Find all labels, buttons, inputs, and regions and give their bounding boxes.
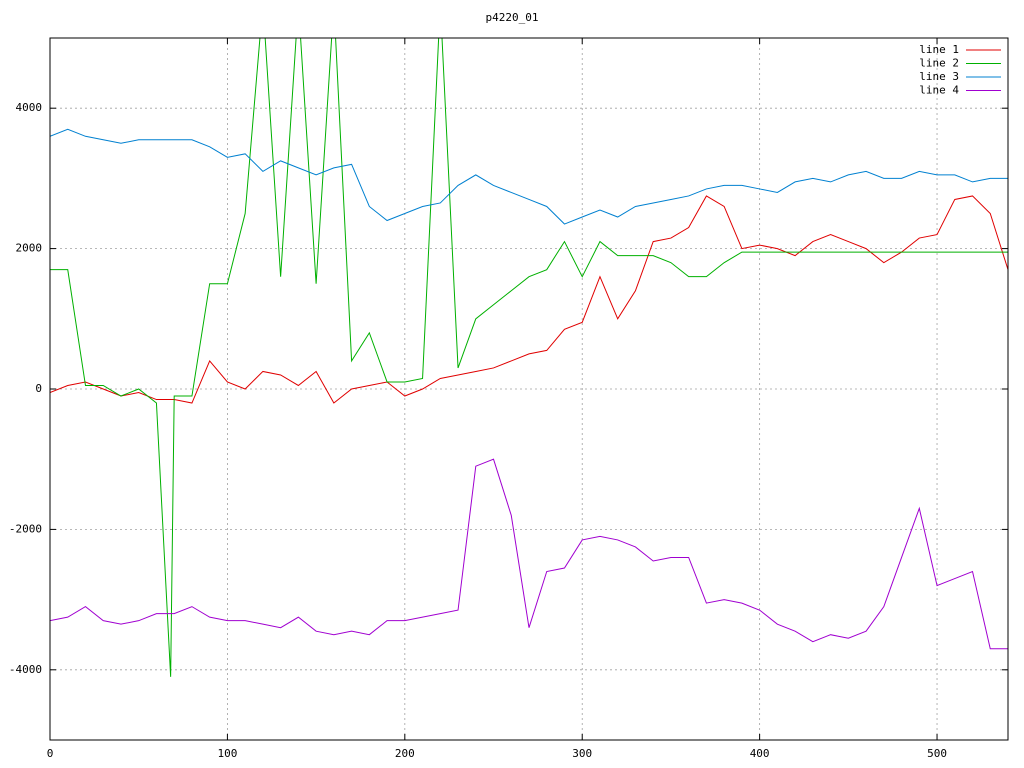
plot-area	[50, 38, 1008, 677]
x-tick-label: 300	[572, 747, 592, 760]
legend-label: line 1	[919, 43, 959, 56]
grid	[49, 38, 1008, 740]
x-tick-label: 100	[217, 747, 237, 760]
x-tick-label: 0	[47, 747, 54, 760]
data-line	[50, 38, 1008, 677]
y-tick-label: -2000	[9, 522, 42, 535]
y-tick-label: 4000	[16, 101, 43, 114]
legend-label: line 2	[919, 57, 959, 70]
legend-label: line 4	[919, 84, 959, 97]
x-tick-label: 500	[927, 747, 947, 760]
y-tick-label: -4000	[9, 663, 42, 676]
x-tick-label: 200	[395, 747, 415, 760]
plot-border	[49, 37, 1009, 741]
data-line	[50, 128, 1008, 225]
y-tick-label: 0	[35, 382, 42, 395]
data-line	[50, 458, 1008, 650]
chart-title: p4220_01	[486, 11, 539, 24]
y-tick-label: 2000	[16, 242, 43, 255]
legend-label: line 3	[919, 70, 959, 83]
data-line	[50, 195, 1008, 404]
x-tick-label: 400	[750, 747, 770, 760]
